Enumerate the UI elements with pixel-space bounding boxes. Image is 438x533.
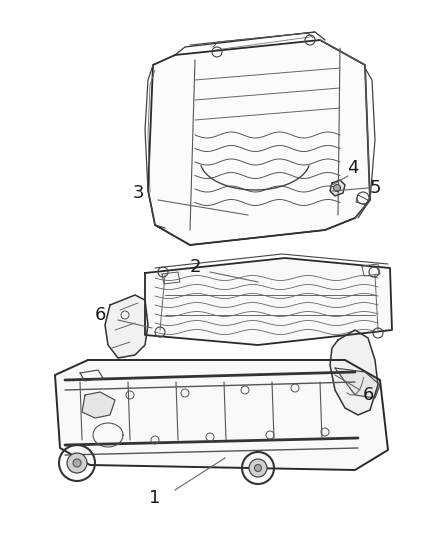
Text: 1: 1 (149, 489, 161, 507)
Circle shape (333, 184, 340, 191)
Text: 3: 3 (132, 184, 144, 202)
Polygon shape (105, 295, 148, 358)
Polygon shape (335, 368, 380, 398)
Text: 4: 4 (347, 159, 359, 177)
Circle shape (67, 453, 87, 473)
Text: 5: 5 (369, 179, 381, 197)
Text: 6: 6 (362, 386, 374, 404)
Text: 6: 6 (94, 306, 106, 324)
Polygon shape (330, 330, 378, 415)
Circle shape (73, 459, 81, 467)
Polygon shape (82, 392, 115, 418)
Polygon shape (330, 180, 345, 196)
Circle shape (254, 464, 261, 472)
Text: 2: 2 (189, 258, 201, 276)
Circle shape (249, 459, 267, 477)
Polygon shape (145, 258, 392, 345)
Polygon shape (148, 40, 370, 245)
Polygon shape (55, 360, 388, 470)
